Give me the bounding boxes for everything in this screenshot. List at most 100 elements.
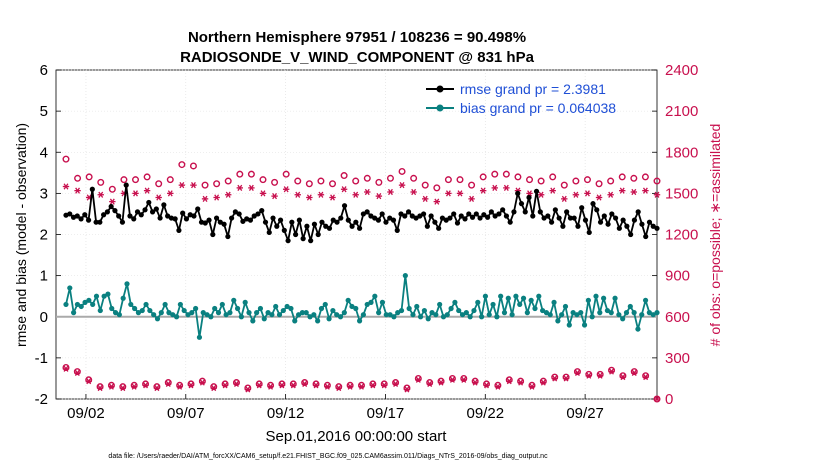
rmse-point — [620, 217, 626, 223]
rmse-point — [579, 205, 585, 211]
rmse-point — [500, 207, 506, 213]
bias-point — [132, 305, 138, 312]
obs-low-assimilated-marker — [346, 383, 354, 390]
left-axis-ticks: -2 -1 0 1 2 3 4 5 6 — [35, 62, 48, 408]
rmse-point — [281, 227, 287, 233]
asterisk-stroke — [381, 382, 387, 389]
y-tick-label-left: -1 — [35, 350, 48, 367]
obs-low-possible-marker — [505, 376, 513, 384]
asterisk-stroke — [97, 384, 103, 392]
bias-point — [204, 312, 210, 318]
rmse-point — [229, 215, 235, 221]
obs-assimilated-marker — [491, 184, 498, 191]
asterisk-stroke — [422, 195, 428, 202]
asterisk-stroke — [586, 372, 592, 379]
bias-point — [337, 314, 344, 320]
rmse-point — [93, 219, 99, 225]
obs-possible-marker — [514, 173, 522, 181]
bias-point — [82, 299, 88, 305]
asterisk-stroke — [506, 378, 512, 385]
asterisk-stroke — [347, 383, 353, 390]
rmse-point — [296, 217, 302, 223]
rmse-point — [432, 219, 438, 225]
obs-possible-marker — [85, 173, 93, 181]
obs-possible-marker — [641, 173, 649, 181]
rmse-point — [447, 215, 453, 221]
obs-low-possible-marker — [85, 376, 93, 384]
asterisk-stroke — [260, 190, 266, 197]
bias-point — [566, 322, 572, 328]
rmse-point — [522, 209, 528, 215]
bias-point — [246, 310, 252, 316]
bias-point — [608, 310, 614, 316]
obs-assimilated-marker — [132, 190, 139, 197]
obs-low-possible-marker — [460, 374, 468, 382]
obs-low-assimilated-marker — [142, 382, 149, 389]
obs-low-possible-marker — [164, 379, 172, 387]
bias-point — [581, 322, 588, 328]
obs-possible-marker — [224, 177, 232, 185]
bias-point — [387, 312, 393, 318]
bias-point — [376, 310, 382, 316]
obs-possible-marker — [259, 176, 267, 184]
asterisk-stroke — [364, 188, 370, 196]
rmse-point — [236, 211, 242, 217]
y-tick-label-right: 1500 — [665, 185, 698, 202]
obs-low-assimilated-marker — [233, 380, 240, 388]
bias-point — [379, 299, 386, 305]
obs-low-assimilated-marker — [119, 384, 127, 392]
bias-point — [120, 295, 126, 301]
bias-point — [593, 293, 599, 299]
bias-point — [627, 303, 633, 310]
rmse-point — [134, 209, 141, 215]
obs-assimilated-marker — [352, 191, 359, 198]
asterisk-stroke — [492, 184, 498, 191]
bias-point — [90, 301, 96, 308]
bias-point — [475, 299, 481, 305]
asterisk-stroke — [404, 386, 410, 393]
obs-assimilated-marker — [572, 191, 580, 198]
bias-point — [421, 307, 428, 314]
asterisk-stroke — [86, 378, 92, 385]
x-tick-label: 09/22 — [467, 405, 505, 422]
y-tick-label-right: 0 — [665, 391, 673, 408]
asterisk-stroke — [538, 191, 544, 198]
bias-point — [231, 297, 237, 303]
obs-low-assimilated-marker — [324, 383, 331, 390]
obs-low-possible-marker — [119, 383, 127, 391]
obs-assimilated-marker — [74, 187, 81, 194]
rmse-point — [631, 217, 638, 223]
bias-point — [391, 314, 397, 320]
obs-possible-marker — [352, 177, 360, 185]
obs-assimilated-marker — [259, 190, 267, 197]
obs-low-assimilated-marker — [96, 384, 104, 392]
asterisk-stroke — [313, 382, 319, 389]
asterisk-stroke — [457, 190, 463, 197]
asterisk-stroke — [211, 384, 217, 392]
bias-point — [498, 293, 504, 299]
obs-low-assimilated-marker — [290, 382, 297, 389]
y-tick-label-left: 6 — [40, 62, 48, 79]
obs-assimilated-marker — [178, 182, 186, 189]
obs-possible-marker — [282, 170, 290, 178]
bias-point — [97, 307, 103, 314]
asterisk-stroke — [654, 191, 660, 198]
bias-point — [261, 316, 267, 322]
bias-point — [433, 312, 439, 318]
obs-low-assimilated-marker — [449, 376, 456, 383]
bias-point — [543, 310, 550, 316]
rmse-point — [635, 209, 641, 215]
obs-possible-marker — [583, 176, 591, 184]
bias-point — [257, 305, 264, 312]
bias-point — [112, 310, 119, 316]
bias-point — [501, 310, 508, 316]
obs-low-possible-marker — [448, 374, 456, 382]
obs-possible-marker — [607, 177, 615, 185]
obs-possible-marker — [386, 174, 394, 182]
bias-point — [540, 307, 546, 314]
bias-point — [604, 307, 611, 314]
obs-low-possible-marker — [278, 380, 286, 388]
bias-point — [322, 301, 328, 308]
rmse-point — [255, 211, 261, 217]
